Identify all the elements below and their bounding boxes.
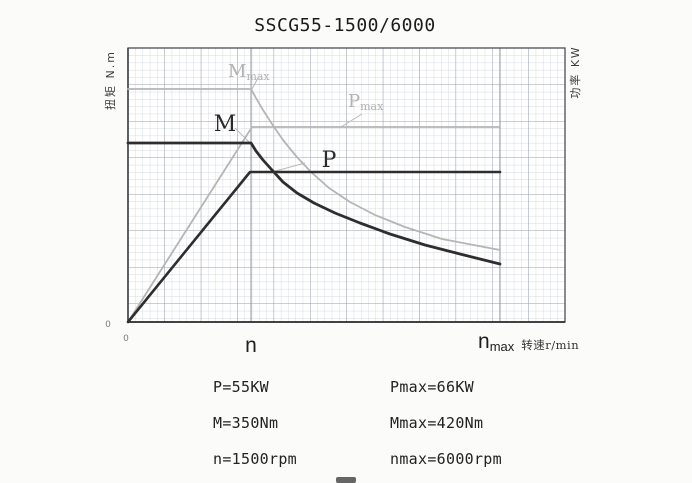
leader-p [271, 162, 306, 173]
m-curve [126, 141, 502, 266]
leader-lines [234, 77, 363, 173]
m-curve-label: M [214, 112, 237, 137]
leader-m [234, 127, 250, 143]
chart-title: SSCG55-1500/6000 [254, 15, 435, 36]
grid-major [128, 48, 565, 322]
scan-artifact [336, 477, 356, 483]
x-tick-n: n [245, 334, 257, 357]
mmax-curve-label: Mmax [228, 61, 270, 83]
leader-pmax [340, 113, 363, 128]
spec-mmax: Mmax=420Nm [390, 414, 483, 432]
curves [126, 88, 502, 324]
pmax-curve-label: Pmax [348, 91, 384, 113]
spec-n: n=1500rpm [213, 450, 297, 468]
mmax-curve [127, 88, 501, 251]
y-axis-right-label: 功率 KW [568, 45, 582, 98]
spec-m: M=350Nm [213, 414, 278, 432]
spec-pmax: Pmax=66KW [390, 378, 475, 396]
origin-zero-y: 0 [105, 320, 111, 330]
leader-mmax [251, 77, 259, 90]
pmax-curve [127, 126, 501, 323]
y-axis-left-label: 扭矩 N.m [103, 50, 117, 110]
spec-block: P=55KW Pmax=66KW M=350Nm Mmax=420Nm n=15… [213, 378, 502, 468]
p-curve-label: P [322, 148, 337, 173]
x-tick-nmax: nmax 转速r/min [478, 330, 579, 354]
plot-area [127, 47, 566, 323]
spec-p: P=55KW [213, 378, 270, 396]
origin-zero-x: 0 [123, 334, 129, 344]
p-curve [126, 170, 502, 324]
spec-nmax: nmax=6000rpm [390, 450, 502, 468]
